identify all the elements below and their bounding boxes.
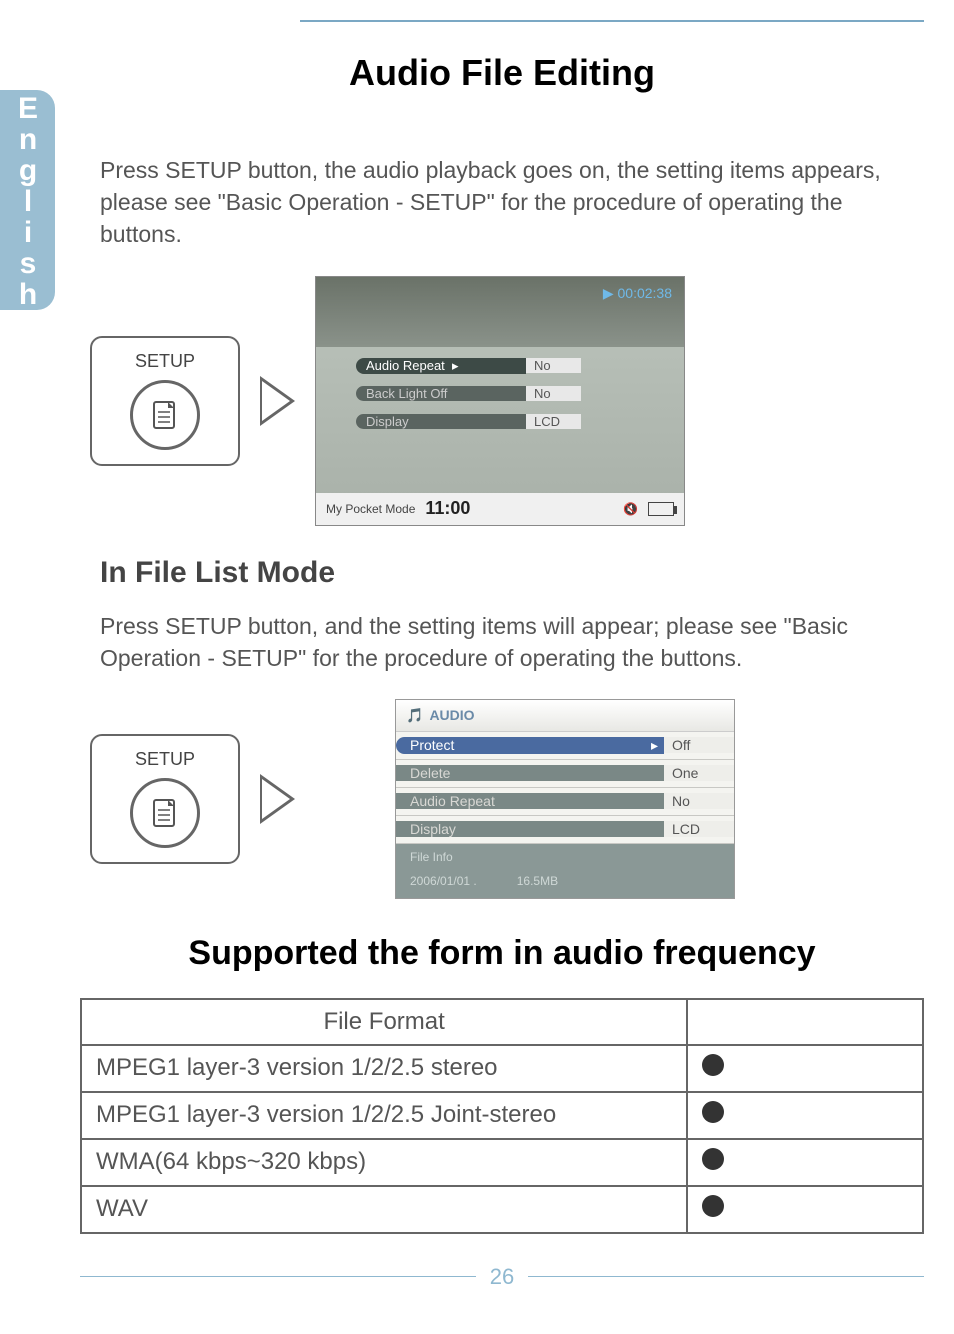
arrow-right-icon: [260, 774, 295, 824]
screenshot1-menu-row: Audio Repeat ▸ No: [356, 352, 581, 380]
sub-heading: In File List Mode: [100, 556, 904, 590]
device-screenshot-1: ▶ 00:02:38 Audio Repeat ▸ No Back Light …: [315, 276, 685, 526]
document-icon: [147, 795, 183, 831]
menu-item-value: LCD: [526, 414, 581, 429]
menu-item-value: One: [664, 765, 734, 781]
language-tab: English: [0, 90, 55, 310]
setup-button-label: SETUP: [135, 351, 195, 372]
table-header: File Format: [81, 999, 687, 1045]
footer-mode: My Pocket Mode: [326, 502, 415, 516]
screenshot1-menu: Audio Repeat ▸ No Back Light Off No Disp…: [356, 352, 581, 436]
page-rule-left: [80, 1276, 476, 1277]
arrow-right-icon: [260, 376, 295, 426]
battery-icon: [648, 502, 674, 516]
supported-cell: [687, 1139, 923, 1186]
setup-button: SETUP: [90, 336, 240, 466]
table-row: WMA(64 kbps~320 kbps): [81, 1139, 923, 1186]
menu-item-label: Back Light Off: [356, 386, 526, 401]
dot-icon: [702, 1195, 724, 1217]
menu-item-label: Display: [396, 821, 664, 837]
document-icon: [147, 397, 183, 433]
dot-icon: [702, 1148, 724, 1170]
screenshot2-header-label: AUDIO: [429, 707, 474, 723]
fileinfo-size: 16.5MB: [517, 874, 558, 888]
page-title-2: Supported the form in audio frequency: [80, 934, 924, 973]
setup-button-label: SETUP: [135, 749, 195, 770]
screenshot2-fileinfo-label: File Info: [396, 844, 734, 870]
setup-button-circle: [130, 778, 200, 848]
screenshot2-row: Audio Repeat No: [396, 788, 734, 816]
page-content: Audio File Editing Press SETUP button, t…: [80, 0, 924, 1334]
sub-paragraph: Press SETUP button, and the setting item…: [100, 610, 904, 674]
menu-item-value: Off: [664, 737, 734, 753]
table-row: MPEG1 layer-3 version 1/2/2.5 Joint-ster…: [81, 1092, 923, 1139]
screenshot1-menu-row: Display LCD: [356, 408, 581, 436]
dot-icon: [702, 1101, 724, 1123]
menu-item-label: Protect▸: [396, 737, 664, 754]
setup-row-1: SETUP ▶ 00:02:38 Audio Repeat ▸ No: [90, 276, 924, 526]
menu-item-label: Delete: [396, 765, 664, 781]
footer-clock: 11:00: [425, 498, 470, 519]
page-number: 26: [490, 1264, 514, 1290]
intro-paragraph: Press SETUP button, the audio playback g…: [100, 154, 904, 251]
dot-icon: [702, 1054, 724, 1076]
speaker-icon: 🔇: [623, 502, 638, 516]
supported-cell: [687, 1045, 923, 1092]
format-cell: WMA(64 kbps~320 kbps): [81, 1139, 687, 1186]
supported-cell: [687, 1092, 923, 1139]
screenshot1-menu-row: Back Light Off No: [356, 380, 581, 408]
screenshot1-topbar: ▶ 00:02:38: [316, 277, 684, 347]
format-cell: WAV: [81, 1186, 687, 1233]
format-table: File Format MPEG1 layer-3 version 1/2/2.…: [80, 998, 924, 1234]
table-header-empty: [687, 999, 923, 1045]
menu-item-value: LCD: [664, 821, 734, 837]
menu-item-value: No: [526, 386, 581, 401]
page-rule-right: [528, 1276, 924, 1277]
setup-button: SETUP: [90, 734, 240, 864]
format-cell: MPEG1 layer-3 version 1/2/2.5 stereo: [81, 1045, 687, 1092]
format-cell: MPEG1 layer-3 version 1/2/2.5 Joint-ster…: [81, 1092, 687, 1139]
menu-item-label: Audio Repeat: [396, 793, 664, 809]
audio-icon: 🎵: [406, 707, 423, 724]
table-row: MPEG1 layer-3 version 1/2/2.5 stereo: [81, 1045, 923, 1092]
setup-button-circle: [130, 380, 200, 450]
screenshot2-row: Protect▸ Off: [396, 732, 734, 760]
top-rule: [300, 20, 924, 22]
supported-cell: [687, 1186, 923, 1233]
menu-item-value: No: [526, 358, 581, 373]
device-screenshot-2: 🎵 AUDIO Protect▸ Off Delete One Audio Re…: [395, 699, 735, 899]
table-row: WAV: [81, 1186, 923, 1233]
menu-item-label: Display: [356, 414, 526, 429]
fileinfo-date: 2006/01/01 .: [410, 874, 477, 888]
screenshot2-header: 🎵 AUDIO: [396, 700, 734, 732]
table-row: File Format: [81, 999, 923, 1045]
page-title-1: Audio File Editing: [80, 52, 924, 94]
page-number-row: 26: [80, 1264, 924, 1290]
screenshot1-timecode: ▶ 00:02:38: [603, 285, 672, 302]
screenshot2-row: Display LCD: [396, 816, 734, 844]
setup-row-2: SETUP 🎵 AUDIO Protect▸ Off: [90, 699, 924, 899]
menu-item-label: Audio Repeat ▸: [356, 358, 526, 374]
menu-item-value: No: [664, 793, 734, 809]
screenshot2-row: Delete One: [396, 760, 734, 788]
screenshot2-fileinfo: 2006/01/01 . 16.5MB: [396, 870, 734, 898]
screenshot1-footer: My Pocket Mode 11:00 🔇: [316, 493, 684, 525]
